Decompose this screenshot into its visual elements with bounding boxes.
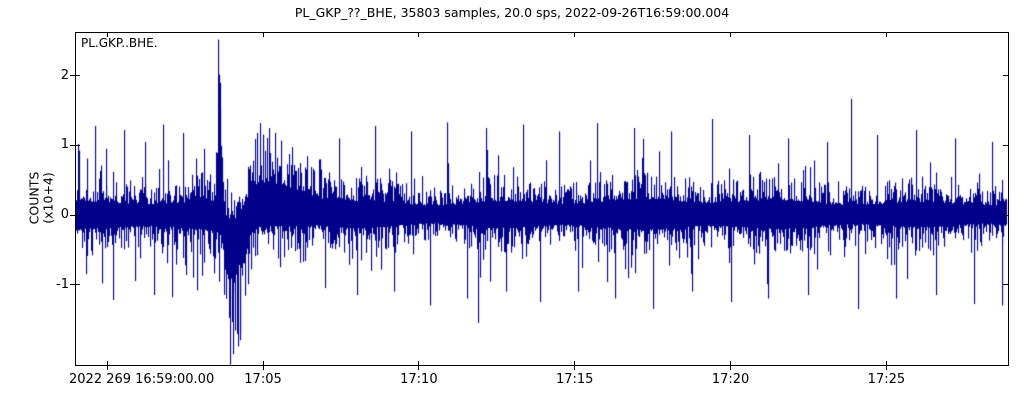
x-tick-label: 17:25 [867,372,906,387]
y-tick-mark [1003,284,1009,286]
x-tick-mark [730,361,732,370]
y-tick-mark [70,144,80,146]
x-tick-mark [730,32,732,37]
y-tick-label: -1 [56,276,69,292]
plot-area: PL.GKP..BHE. 2 1 0 -1 2022 269 16:59:00.00 17… [56,32,1009,387]
x-tick-mark [574,32,576,37]
y-tick-mark [1003,75,1009,77]
x-tick-mark [262,32,264,37]
y-tick-label: 0 [60,207,69,222]
figure-title: PL_GKP_??_BHE, 35803 samples, 20.0 sps, … [294,5,730,20]
trace-id-label: PL.GKP..BHE. [81,36,158,50]
x-tick-mark [574,361,576,370]
y-tick-mark [70,75,80,77]
x-tick-mark [106,32,108,37]
y-tick-mark [70,214,80,216]
y-tick-mark [70,284,80,286]
x-tick-mark [418,361,420,370]
x-tick-mark [418,32,420,37]
x-tick-label: 17:15 [555,372,594,387]
x-tick-label: 2022 269 16:59:00.00 [69,372,215,387]
x-tick-mark [885,361,887,370]
y-tick-label: 1 [60,137,69,153]
x-tick-label: 17:20 [711,372,750,387]
y-tick-mark [1003,144,1009,146]
x-tick-mark [885,32,887,37]
y-tick-mark [1003,214,1009,216]
x-tick-label: 17:10 [400,372,438,387]
x-tick-mark [262,361,264,370]
waveform-trace [76,33,1008,365]
x-tick-label: 17:05 [244,372,282,387]
x-tick-mark [106,361,108,370]
y-tick-label: 2 [60,67,69,83]
